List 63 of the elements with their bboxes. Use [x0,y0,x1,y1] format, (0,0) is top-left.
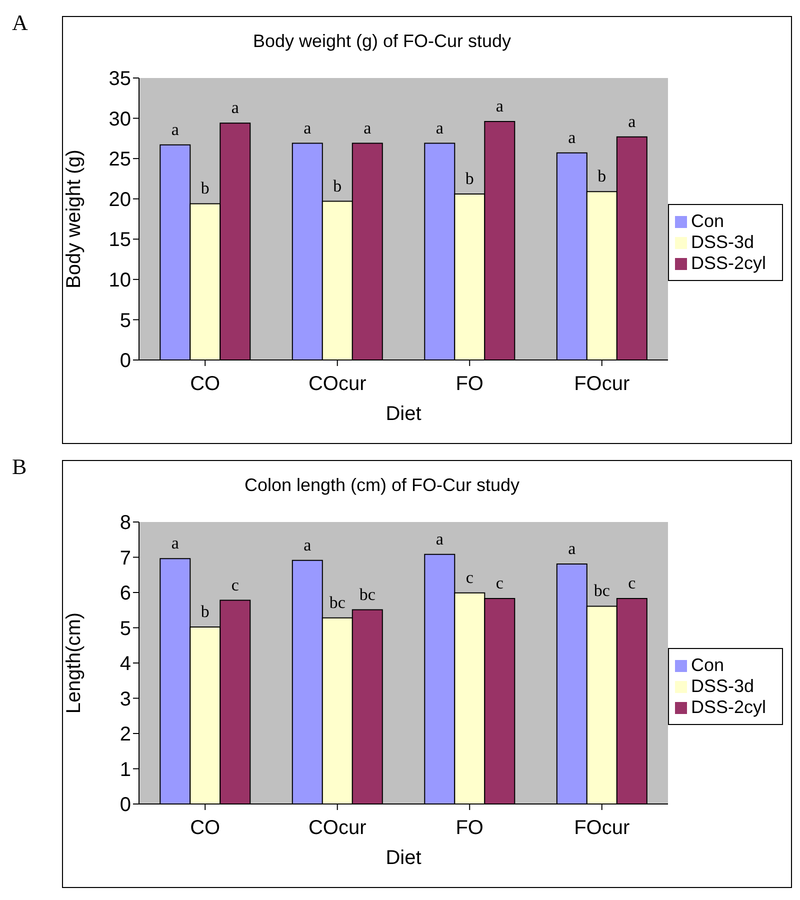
data-label: c [466,568,474,587]
data-label: b [333,176,342,196]
data-label: a [436,118,444,138]
data-label: a [304,118,312,138]
text: B [12,454,27,480]
data-label: a [436,529,444,548]
x-tick-label: FOcur [574,817,630,840]
x-tick-label: COcur [308,373,367,396]
data-label: a [171,534,180,553]
data-label: a [171,120,180,139]
y-axis-title: Length(cm) [63,612,86,714]
y-tick-label: 3 [120,688,131,710]
y-tick-label: 15 [108,229,131,252]
y-tick-label: 8 [120,512,131,534]
data-label: a [568,538,576,558]
data-label: a [231,98,240,118]
legend-label: Con [690,210,724,230]
y-tick-label: 4 [120,653,131,676]
data-label: bc [329,592,346,612]
y-tick-label: 0 [120,350,131,372]
legend-label: DSS-3d [690,232,754,252]
y-tick-label: 5 [120,310,131,332]
x-tick-label: COcur [308,817,367,840]
x-axis-title: Diet [386,403,422,425]
y-tick-label: 5 [120,618,131,640]
legend-label: DSS-3d [690,676,754,696]
y-tick-label: 1 [120,758,131,781]
y-tick-label: 6 [120,582,131,605]
x-axis-title: Diet [386,847,422,869]
text: A [12,10,28,36]
y-tick-label: 20 [108,188,131,211]
data-label: c [231,575,240,594]
x-tick-label: FO [456,817,484,840]
data-label: b [200,602,210,622]
data-label: a [496,96,504,116]
x-tick-label: CO [190,373,220,396]
y-tick-label: 10 [108,270,131,292]
y-tick-label: 2 [120,724,131,746]
y-tick-label: 0 [120,794,131,816]
data-label: b [465,169,474,188]
data-label: a [628,112,636,131]
data-label: c [496,573,504,592]
x-tick-label: FO [456,373,484,396]
data-label: bc [594,581,610,600]
y-tick-label: 35 [108,68,131,90]
legend-label: Con [690,654,724,674]
data-label: bc [359,584,376,604]
y-tick-label: 7 [120,547,131,570]
data-label: a [304,535,312,554]
data-label: b [598,166,606,186]
legend-label: DSS-2cyl [690,696,766,716]
data-label: a [568,128,576,147]
data-label: b [200,178,210,198]
x-tick-label: CO [190,817,220,840]
y-tick-label: 25 [108,148,131,171]
y-axis-title: Body weight (g) [63,150,86,288]
chart-title: Body weight (g) of FO-Cur study [252,31,512,52]
y-tick-label: 30 [108,108,131,130]
data-label: c [628,573,636,592]
chart-title: Colon length (cm) of FO-Cur study [243,475,521,496]
data-label: a [364,118,372,138]
x-tick-label: FOcur [574,373,630,396]
legend-label: DSS-2cyl [690,252,766,272]
